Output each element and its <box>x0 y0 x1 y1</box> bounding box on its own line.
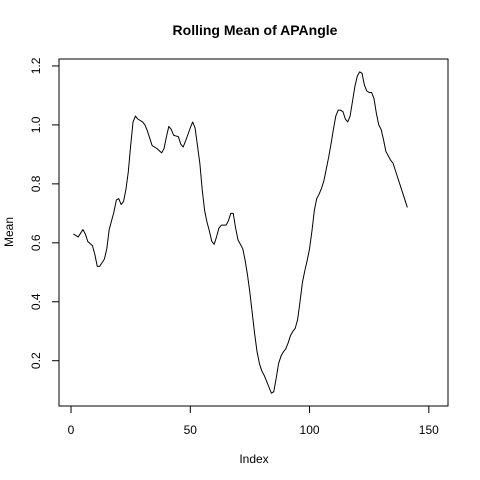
x-tick-label: 0 <box>68 423 75 437</box>
x-tick-label: 50 <box>184 423 198 437</box>
series-line <box>73 71 408 394</box>
chart-title: Rolling Mean of APAngle <box>173 22 338 38</box>
x-tick-label: 150 <box>419 423 439 437</box>
x-axis: 0 50 100 150 <box>68 405 439 437</box>
y-tick-label: 0.8 <box>29 175 43 192</box>
y-tick-label: 0.6 <box>29 234 43 251</box>
y-tick-label: 0.2 <box>29 352 43 369</box>
y-tick-label: 1.0 <box>29 116 43 133</box>
y-axis: 0.2 0.4 0.6 0.8 1.0 1.2 <box>29 57 60 369</box>
x-tick-label: 100 <box>300 423 320 437</box>
y-tick-label: 0.4 <box>29 293 43 310</box>
y-axis-label: Mean <box>2 217 16 247</box>
y-tick-label: 1.2 <box>29 57 43 74</box>
x-axis-label: Index <box>239 452 268 466</box>
series-layer <box>73 71 408 394</box>
plot-frame <box>58 58 449 407</box>
